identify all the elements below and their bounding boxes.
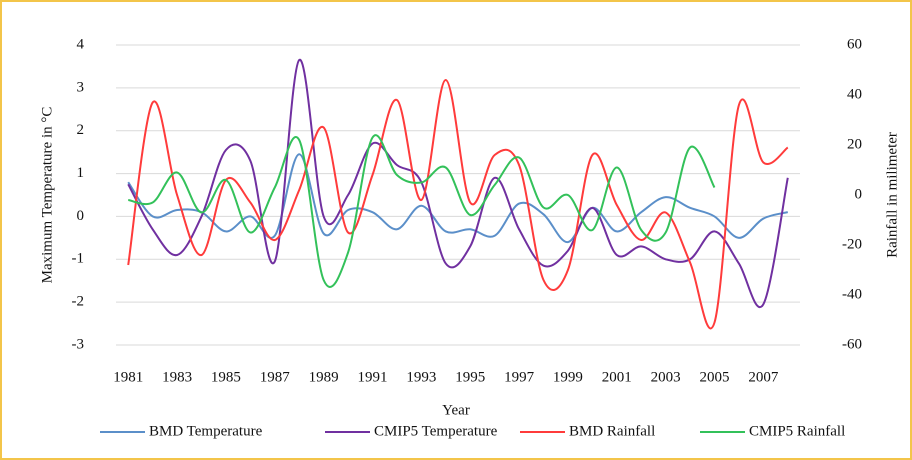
x-tick-label: 1983 — [162, 369, 192, 385]
x-tick-label: 1989 — [309, 369, 339, 385]
x-tick-label: 2005 — [700, 369, 730, 385]
x-tick-label: 1993 — [406, 369, 436, 385]
x-tick-label: 2003 — [651, 369, 681, 385]
x-tick-label: 1999 — [553, 369, 583, 385]
x-tick-label: 2001 — [602, 369, 632, 385]
x-tick-label: 1991 — [358, 369, 388, 385]
y2-tick-label: 0 — [855, 186, 863, 202]
x-axis-title: Year — [442, 402, 470, 418]
y2-tick-label: -40 — [842, 286, 862, 302]
y-tick-label: 2 — [77, 122, 85, 138]
legend-label: BMD Temperature — [149, 423, 263, 439]
x-tick-label: 1985 — [211, 369, 241, 385]
y2-tick-label: -20 — [842, 236, 862, 252]
y-axis-title: Maximum Temperature in °C — [39, 107, 55, 284]
x-tick-label: 1995 — [455, 369, 485, 385]
y-tick-label: -3 — [72, 336, 85, 352]
line-series — [127, 58, 789, 309]
y-tick-label: 4 — [77, 36, 85, 52]
legend-label: BMD Rainfall — [569, 423, 655, 439]
legend-label: CMIP5 Temperature — [374, 423, 498, 439]
y-tick-label: 3 — [77, 79, 85, 95]
line-series — [128, 134, 716, 288]
x-tick-label: 1981 — [113, 369, 143, 385]
x-tick-label: 1997 — [504, 369, 535, 385]
y-tick-label: 1 — [77, 165, 85, 181]
y2-tick-label: 20 — [847, 136, 862, 152]
legend-label: CMIP5 Rainfall — [749, 423, 845, 439]
y2-tick-label: 40 — [847, 86, 862, 102]
y-tick-label: -2 — [72, 294, 85, 310]
y2-axis-title: Rainfall in milimeter — [884, 132, 900, 258]
x-tick-label: 1987 — [260, 369, 291, 385]
y-tick-label: -1 — [72, 251, 85, 267]
y2-tick-label: -60 — [842, 336, 862, 352]
y2-tick-label: 60 — [847, 36, 862, 52]
line-series — [127, 78, 789, 330]
y-tick-label: 0 — [77, 208, 85, 224]
x-tick-label: 2007 — [748, 369, 779, 385]
